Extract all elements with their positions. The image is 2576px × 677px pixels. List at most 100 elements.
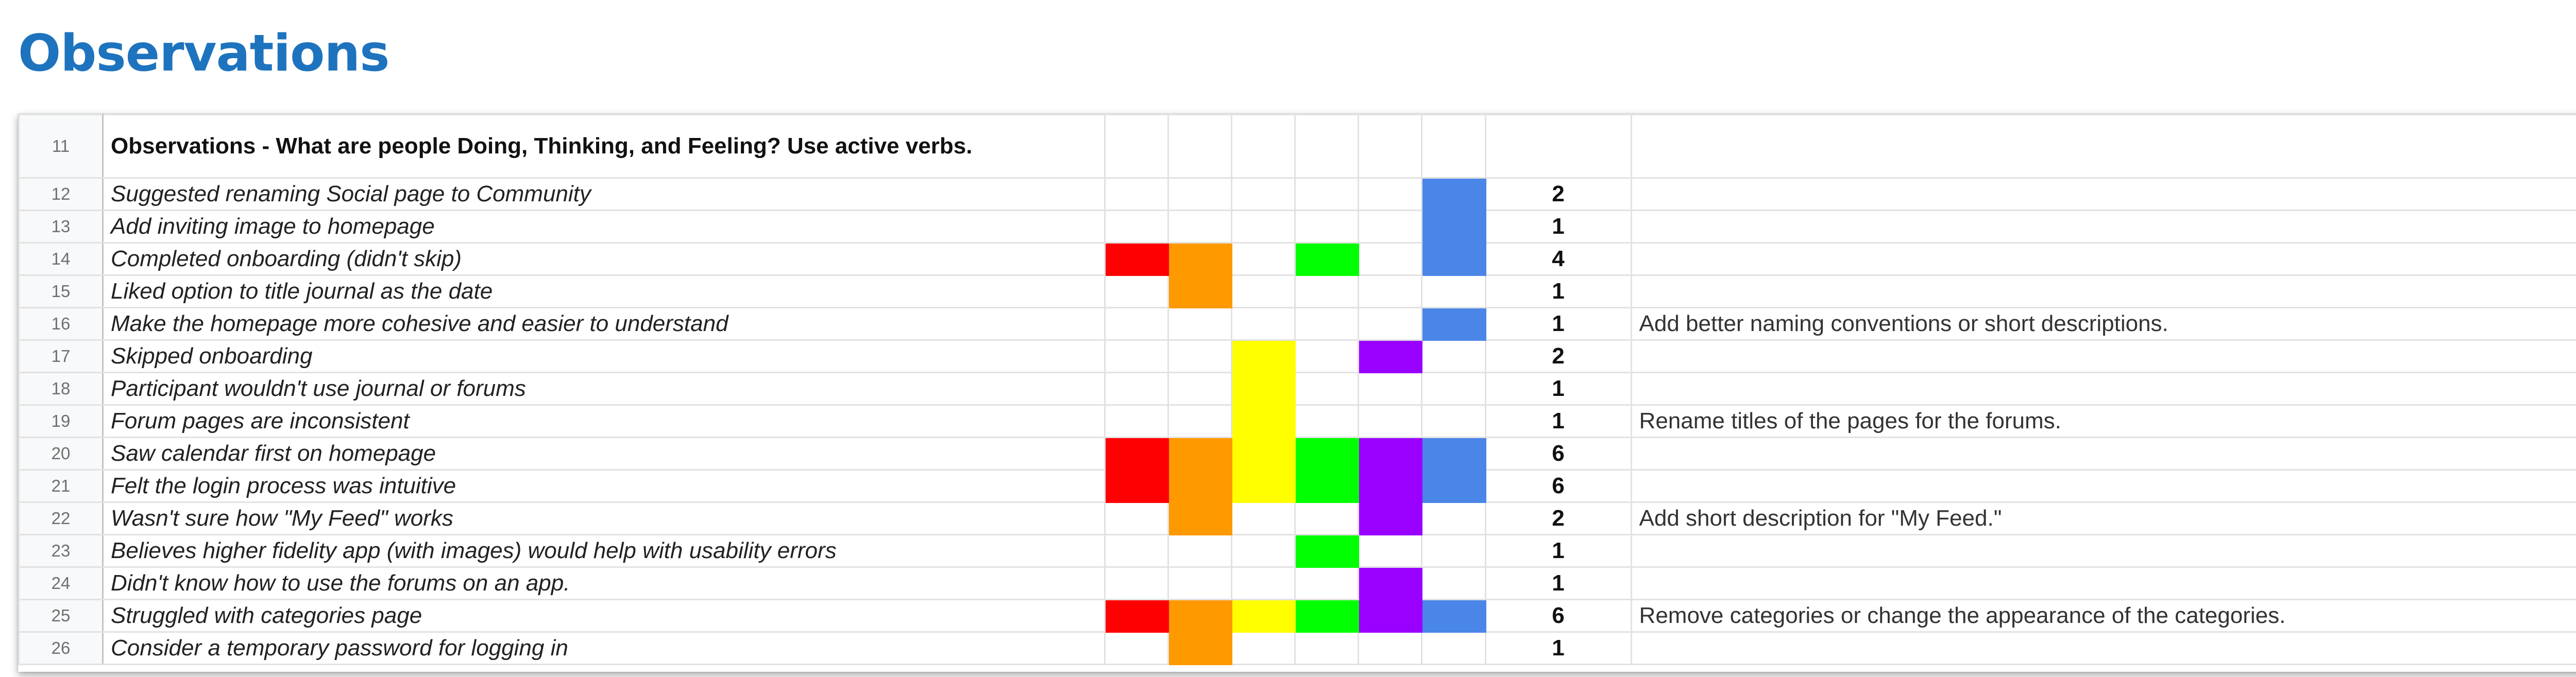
- participant-cell-p3[interactable]: [1231, 274, 1296, 308]
- participant-cell-p2[interactable]: [1167, 242, 1233, 276]
- count-cell[interactable]: 6: [1484, 469, 1632, 503]
- note-cell[interactable]: [1630, 437, 2576, 471]
- participant-cell-p3[interactable]: [1231, 339, 1296, 373]
- observation-cell[interactable]: Make the homepage more cohesive and easi…: [102, 307, 1106, 341]
- participant-cell-p1[interactable]: [1104, 242, 1170, 276]
- participant-cell-p5[interactable]: [1358, 242, 1423, 276]
- participant-cell-p4[interactable]: [1294, 534, 1360, 568]
- participant-cell-p3[interactable]: [1231, 566, 1296, 600]
- observations-header-cell[interactable]: Observations - What are people Doing, Th…: [102, 114, 1106, 179]
- row-number[interactable]: 15: [18, 274, 104, 308]
- row-number[interactable]: 22: [18, 501, 104, 535]
- participant-cell-p5[interactable]: [1358, 566, 1423, 600]
- count-cell[interactable]: 1: [1484, 534, 1632, 568]
- count-cell[interactable]: 1: [1484, 566, 1632, 600]
- note-cell[interactable]: [1630, 114, 2576, 179]
- participant-cell-p1[interactable]: [1104, 210, 1170, 244]
- participant-cell-p3[interactable]: [1231, 210, 1296, 244]
- row-number[interactable]: 23: [18, 534, 104, 568]
- participant-cell-p5[interactable]: [1358, 404, 1423, 438]
- row-number[interactable]: 14: [18, 242, 104, 276]
- participant-cell-p1[interactable]: [1104, 372, 1170, 406]
- row-number[interactable]: 17: [18, 339, 104, 373]
- participant-cell-p2[interactable]: [1167, 372, 1233, 406]
- participant-cell-p3[interactable]: [1231, 599, 1296, 633]
- observation-cell[interactable]: Liked option to title journal as the dat…: [102, 274, 1106, 308]
- participant-cell-p5[interactable]: [1358, 534, 1423, 568]
- row-number[interactable]: 24: [18, 566, 104, 600]
- participant-cell-p1[interactable]: [1104, 599, 1170, 633]
- participant-cell-p4[interactable]: [1294, 372, 1360, 406]
- note-cell[interactable]: [1630, 631, 2576, 665]
- row-number[interactable]: 12: [18, 177, 104, 211]
- participant-cell-p3[interactable]: [1231, 307, 1296, 341]
- participant-cell-p5[interactable]: [1358, 469, 1423, 503]
- count-cell[interactable]: 1: [1484, 372, 1632, 406]
- observation-cell[interactable]: Participant wouldn't use journal or foru…: [102, 372, 1106, 406]
- observation-cell[interactable]: Suggested renaming Social page to Commun…: [102, 177, 1106, 211]
- count-cell[interactable]: 4: [1484, 242, 1632, 276]
- row-number[interactable]: 16: [18, 307, 104, 341]
- note-cell[interactable]: [1630, 242, 2576, 276]
- note-cell[interactable]: [1630, 469, 2576, 503]
- participant-cell-p3[interactable]: [1231, 177, 1296, 211]
- participant-cell-p6[interactable]: [1421, 339, 1486, 373]
- observation-cell[interactable]: Wasn't sure how "My Feed" works: [102, 501, 1106, 535]
- participant-cell-p5[interactable]: [1358, 339, 1423, 373]
- participant-cell-p4[interactable]: [1294, 274, 1360, 308]
- count-cell[interactable]: 1: [1484, 631, 1632, 665]
- note-cell[interactable]: [1630, 339, 2576, 373]
- observation-cell[interactable]: Forum pages are inconsistent: [102, 404, 1106, 438]
- participant-cell-p4[interactable]: [1294, 339, 1360, 373]
- participant-cell-p4[interactable]: [1294, 242, 1360, 276]
- participant-cell-p6[interactable]: [1421, 631, 1486, 665]
- participant-cell-p6[interactable]: [1421, 469, 1486, 503]
- participant-cell-p5[interactable]: [1358, 501, 1423, 535]
- note-cell[interactable]: Remove categories or change the appearan…: [1630, 599, 2576, 633]
- participant-cell-p6[interactable]: [1421, 404, 1486, 438]
- participant-cell-p5[interactable]: [1358, 372, 1423, 406]
- note-cell[interactable]: [1630, 210, 2576, 244]
- observation-cell[interactable]: Add inviting image to homepage: [102, 210, 1106, 244]
- participant-cell-p3[interactable]: [1231, 469, 1296, 503]
- participant-cell-p4[interactable]: [1294, 210, 1360, 244]
- participant-cell-p2[interactable]: [1167, 307, 1233, 341]
- participant-cell-p3[interactable]: [1231, 437, 1296, 471]
- participant-cell-p2[interactable]: [1167, 437, 1233, 471]
- participant-cell-p2[interactable]: [1167, 599, 1233, 633]
- note-cell[interactable]: [1630, 372, 2576, 406]
- row-number[interactable]: 26: [18, 631, 104, 665]
- participant-cell-p4[interactable]: [1294, 177, 1360, 211]
- participant-cell-p6[interactable]: [1421, 534, 1486, 568]
- participant-cell-p5[interactable]: [1358, 599, 1423, 633]
- participant-cell[interactable]: [1358, 114, 1423, 179]
- participant-cell-p2[interactable]: [1167, 274, 1233, 308]
- count-cell[interactable]: 2: [1484, 501, 1632, 535]
- participant-cell-p1[interactable]: [1104, 469, 1170, 503]
- participant-cell-p6[interactable]: [1421, 210, 1486, 244]
- note-cell[interactable]: Rename titles of the pages for the forum…: [1630, 404, 2576, 438]
- note-cell[interactable]: Add short description for "My Feed.": [1630, 501, 2576, 535]
- participant-cell-p1[interactable]: [1104, 437, 1170, 471]
- participant-cell-p6[interactable]: [1421, 566, 1486, 600]
- participant-cell-p1[interactable]: [1104, 501, 1170, 535]
- note-cell[interactable]: [1630, 534, 2576, 568]
- participant-cell-p1[interactable]: [1104, 339, 1170, 373]
- participant-cell-p6[interactable]: [1421, 242, 1486, 276]
- count-cell[interactable]: 2: [1484, 177, 1632, 211]
- participant-cell[interactable]: [1104, 114, 1170, 179]
- participant-cell-p2[interactable]: [1167, 469, 1233, 503]
- observation-cell[interactable]: Saw calendar first on homepage: [102, 437, 1106, 471]
- count-cell[interactable]: 1: [1484, 307, 1632, 341]
- row-number[interactable]: 20: [18, 437, 104, 471]
- participant-cell-p3[interactable]: [1231, 631, 1296, 665]
- participant-cell-p6[interactable]: [1421, 599, 1486, 633]
- participant-cell-p1[interactable]: [1104, 404, 1170, 438]
- participant-cell-p5[interactable]: [1358, 177, 1423, 211]
- note-cell[interactable]: [1630, 566, 2576, 600]
- participant-cell-p6[interactable]: [1421, 307, 1486, 341]
- count-cell[interactable]: 1: [1484, 210, 1632, 244]
- participant-cell-p6[interactable]: [1421, 274, 1486, 308]
- row-number[interactable]: 25: [18, 599, 104, 633]
- count-cell[interactable]: 2: [1484, 339, 1632, 373]
